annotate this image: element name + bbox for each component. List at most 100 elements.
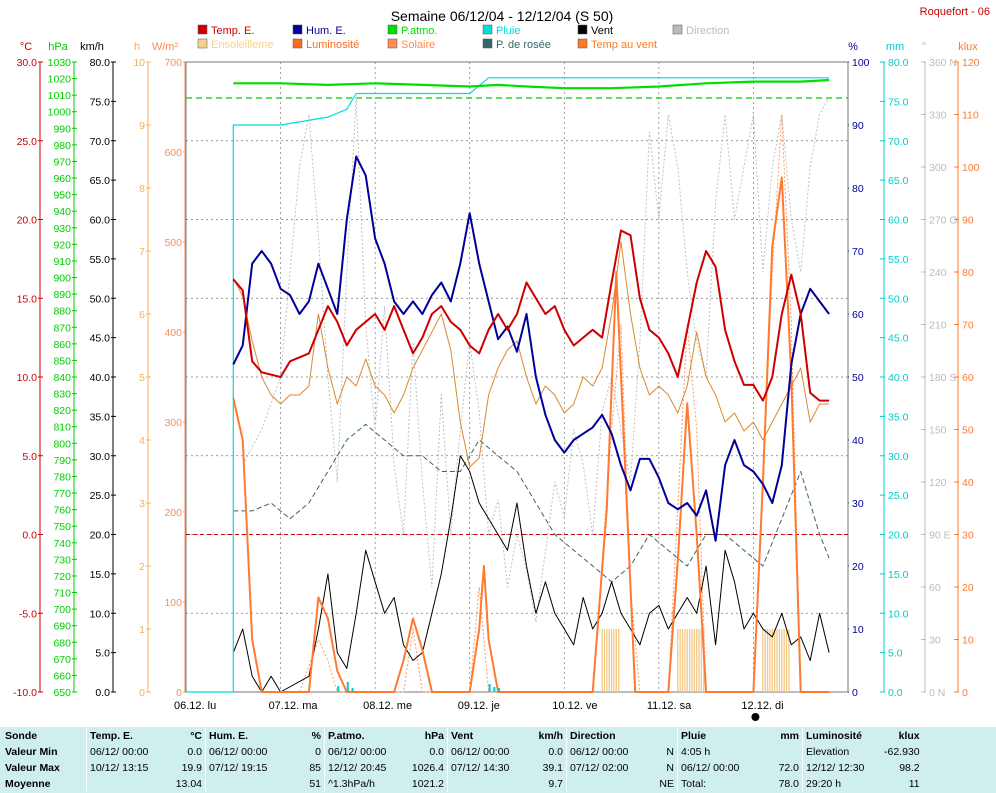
axis-tick-label-humidity: 30	[852, 498, 864, 510]
rain-bar	[488, 684, 491, 692]
patmo-avg: 1021.2	[411, 778, 444, 790]
rain-bar	[337, 686, 340, 692]
axis-tick-label-pressure: 660	[53, 670, 71, 682]
legend-label: Luminosité	[306, 39, 359, 51]
axis-tick-label-pressure: 1030	[48, 57, 72, 69]
axis-tick-label-temp: 20.0	[17, 215, 38, 227]
series-temp-e-	[232, 229, 830, 402]
legend-swatch	[577, 24, 588, 35]
axis-tick-label-rain: 5.0	[888, 648, 903, 660]
axis-tick-label-wind: 65.0	[90, 175, 111, 187]
axis-tick-label-pressure: 770	[53, 488, 71, 500]
axis-tick-label-direction: 270 O	[929, 215, 958, 227]
axis-tick-label-lux: 20	[962, 582, 974, 594]
chart-title: Semaine 06/12/04 - 12/12/04 (S 50)	[391, 8, 614, 24]
axis-tick-label-pressure: 800	[53, 438, 71, 450]
axis-tick-label-humidity: 50	[852, 372, 864, 384]
axis-tick-label-pressure: 950	[53, 190, 71, 202]
axis-tick-label-pressure: 990	[53, 123, 71, 135]
axis-tick-label-solar: 600	[164, 147, 182, 159]
axis-tick-label-pressure: 700	[53, 604, 71, 616]
axis-unit-pressure: hPa	[48, 41, 68, 53]
axis-tick-label-pressure: 920	[53, 239, 71, 251]
axis-tick-label-sun_h: 9	[139, 120, 145, 132]
x-tick-label: 09.12. je	[458, 700, 500, 712]
axis-tick-label-sun_h: 7	[139, 246, 145, 258]
rain-bar	[351, 688, 354, 692]
axis-tick-label-rain: 25.0	[888, 490, 909, 502]
axis-tick-label-sun_h: 3	[139, 498, 145, 510]
axis-tick-label-direction: 330	[929, 110, 947, 122]
axis-tick-label-pressure: 870	[53, 322, 71, 334]
axis-tick-label-pressure: 1000	[48, 107, 72, 119]
x-tick-label: 06.12. lu	[174, 700, 216, 712]
axis-tick-label-sun_h: 0	[139, 687, 145, 699]
legend-swatch	[292, 24, 303, 35]
axis-tick-label-rain: 65.0	[888, 175, 909, 187]
axis-tick-label-direction: 150	[929, 425, 947, 437]
axis-tick-label-solar: 700	[164, 57, 182, 69]
axis-tick-label-wind: 25.0	[90, 490, 111, 502]
axis-tick-label-pressure: 730	[53, 554, 71, 566]
axis-tick-label-pressure: 680	[53, 637, 71, 649]
axis-tick-label-wind: 5.0	[95, 648, 110, 660]
axis-tick-label-wind: 40.0	[90, 372, 111, 384]
axis-tick-label-wind: 35.0	[90, 411, 111, 423]
legend-swatch	[672, 24, 683, 35]
legend-swatch	[482, 24, 493, 35]
x-tick-label: 10.12. ve	[552, 700, 597, 712]
axis-tick-label-solar: 0	[176, 687, 182, 699]
legend: Temp. E. Hum. E. P.atmo. Pluie Vent Direction…	[197, 24, 729, 51]
legend-label: Pluie	[496, 25, 520, 37]
axis-unit-humidity: %	[848, 41, 858, 53]
hum-min-date: 06/12/ 00:00	[205, 744, 280, 760]
axis-tick-label-wind: 15.0	[90, 569, 111, 581]
axis-tick-label-pressure: 910	[53, 256, 71, 268]
axis-tick-label-pressure: 890	[53, 289, 71, 301]
axis-tick-label-humidity: 0	[852, 687, 858, 699]
lum-elevation: -62.930	[884, 746, 920, 758]
axis-tick-label-humidity: 60	[852, 309, 864, 321]
legend-label: P. de rosée	[496, 39, 551, 51]
vent-max: 39.1	[542, 762, 563, 774]
row-head-sonde: Sonde	[5, 730, 38, 742]
axis-tick-label-pressure: 830	[53, 389, 71, 401]
hum-max: 85	[309, 762, 321, 774]
axis-tick-label-pressure: 940	[53, 206, 71, 218]
axis-tick-label-humidity: 100	[852, 57, 870, 69]
axis-unit-solar: W/m²	[152, 41, 179, 53]
vent-min-date: 06/12/ 00:00	[447, 744, 522, 760]
axis-tick-label-rain: 75.0	[888, 96, 909, 108]
pluie-max-date: 06/12/ 00:00	[677, 760, 756, 776]
axis-tick-label-humidity: 70	[852, 246, 864, 258]
rain-bar	[498, 688, 501, 692]
hum-unit: %	[311, 730, 321, 742]
temp-max-date: 10/12/ 13:15	[86, 760, 161, 776]
axis-tick-label-pressure: 750	[53, 521, 71, 533]
current-day-marker	[751, 713, 760, 721]
axis-tick-label-humidity: 80	[852, 183, 864, 195]
axis-tick-label-lux: 10	[962, 635, 974, 647]
axis-tick-label-pressure: 850	[53, 355, 71, 367]
patmo-min-date: 06/12/ 00:00	[324, 744, 401, 760]
axis-tick-label-pressure: 790	[53, 455, 71, 467]
legend-swatch	[197, 24, 208, 35]
vent-unit: km/h	[538, 730, 563, 742]
axis-unit-sun_h: h	[134, 41, 140, 53]
axis-tick-label-pressure: 810	[53, 422, 71, 434]
axis-tick-label-pressure: 760	[53, 505, 71, 517]
axis-tick-label-wind: 10.0	[90, 608, 111, 620]
axis-tick-label-rain: 35.0	[888, 411, 909, 423]
axis-tick-label-pressure: 980	[53, 140, 71, 152]
hum-head: Hum. E.	[205, 728, 280, 744]
axis-tick-label-solar: 400	[164, 327, 182, 339]
axis-unit-wind: km/h	[80, 41, 104, 53]
axis-tick-label-wind: 70.0	[90, 136, 111, 148]
axis-tick-label-pressure: 690	[53, 621, 71, 633]
legend-label: Vent	[591, 25, 613, 37]
axis-tick-label-direction: 300	[929, 162, 947, 174]
axis-tick-label-wind: 75.0	[90, 96, 111, 108]
hum-max-date: 07/12/ 19:15	[205, 760, 280, 776]
axis-tick-label-sun_h: 2	[139, 561, 145, 573]
weather-chart: Semaine 06/12/04 - 12/12/04 (S 50) Roque…	[13, 6, 990, 721]
